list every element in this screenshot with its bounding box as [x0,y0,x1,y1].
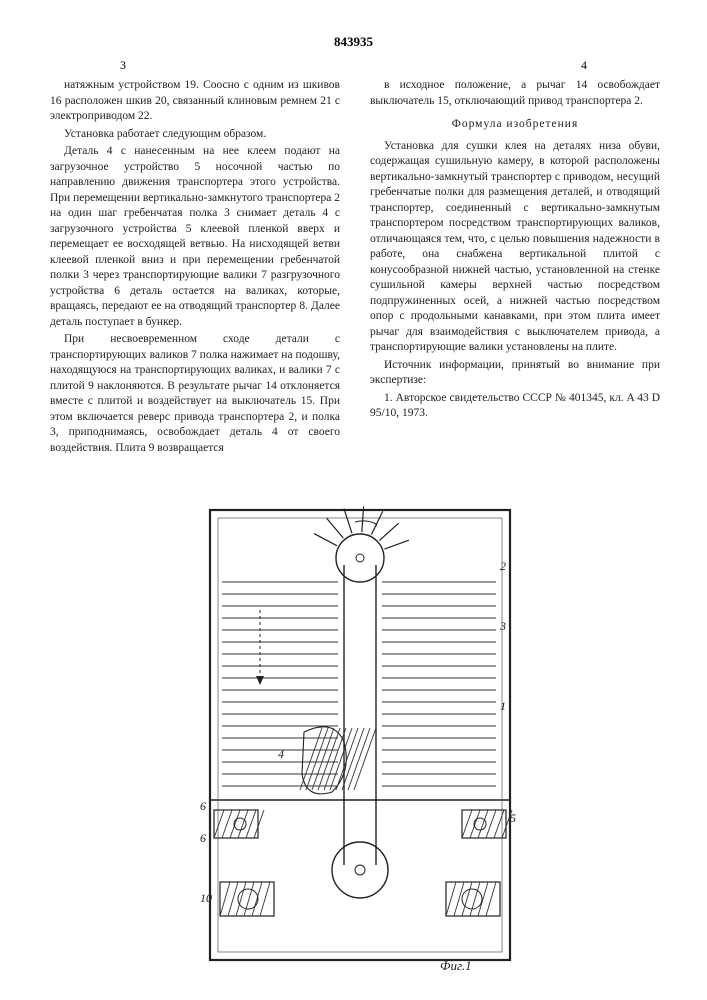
svg-text:Фиг.1: Фиг.1 [440,958,472,973]
column-right: в исходное положение, а рычаг 14 освобож… [370,78,660,424]
svg-text:4: 4 [278,747,284,761]
paragraph: При несвоевременном сходе детали с транс… [50,332,340,456]
paragraph: Источник информации, принятый во внимани… [370,358,660,389]
svg-text:2: 2 [500,559,506,573]
claims-heading: Формула изобретения [370,117,660,133]
technical-figure: 2 3 1 4 5 6 6 10 Фиг.1 [170,500,550,980]
svg-text:10: 10 [200,891,212,905]
paragraph: Деталь 4 с нанесенным на нее клеем подаю… [50,144,340,330]
svg-text:5: 5 [510,811,516,825]
svg-text:6: 6 [200,799,206,813]
svg-text:6: 6 [200,831,206,845]
page-number-left: 3 [120,58,126,73]
page-number-right: 4 [581,58,587,73]
paragraph: натяжным устройством 19. Соосно с одним … [50,78,340,125]
paragraph: 1. Авторское свидетельство СССР № 401345… [370,391,660,422]
paragraph: Установка работает следующим образом. [50,127,340,143]
document-number: 843935 [0,34,707,50]
paragraph: Установка для сушки клея на деталях низа… [370,139,660,356]
paragraph: в исходное положение, а рычаг 14 освобож… [370,78,660,109]
svg-text:1: 1 [500,699,506,713]
column-left: натяжным устройством 19. Соосно с одним … [50,78,340,458]
svg-text:3: 3 [499,619,506,633]
